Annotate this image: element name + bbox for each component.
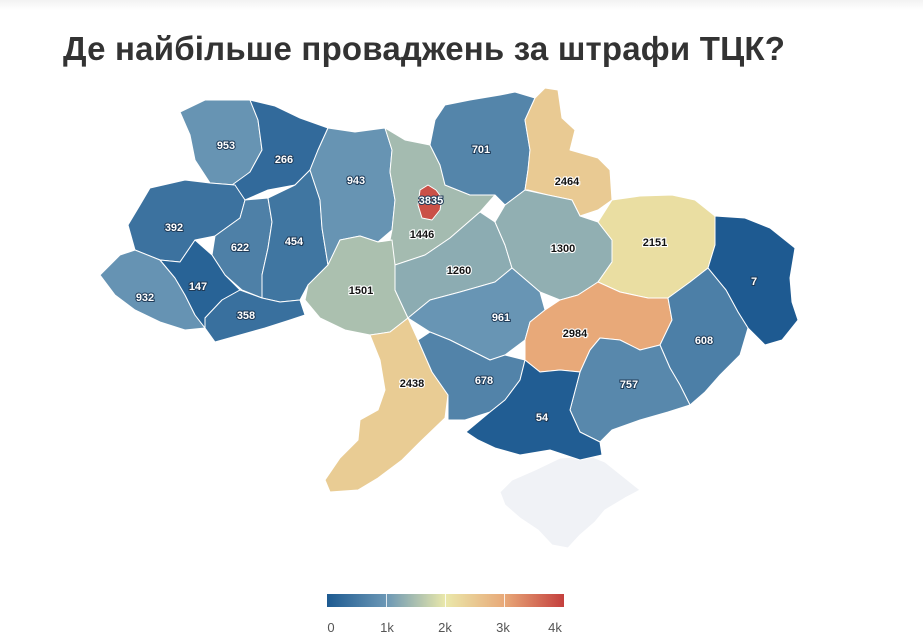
label-kyiv-city: 3835 [419, 195, 443, 207]
label-kirovohradska: 961 [492, 312, 510, 324]
region-rivnenska[interactable] [231, 99, 329, 201]
legend-label-1k: 1k [380, 620, 394, 635]
label-ivano-frankivska: 147 [189, 281, 207, 293]
label-chernivetska: 358 [237, 310, 255, 322]
label-donetska: 608 [695, 335, 713, 347]
color-legend [327, 594, 564, 607]
label-kharkivska: 2151 [643, 237, 667, 249]
label-luhanska: 7 [751, 276, 757, 288]
label-cherkaska: 1260 [447, 265, 471, 277]
label-khersonska: 54 [536, 412, 549, 424]
legend-tick [445, 594, 446, 607]
region-sumska[interactable] [524, 87, 613, 217]
label-sumska: 2464 [555, 176, 580, 188]
label-lvivska: 392 [165, 222, 183, 234]
label-ternopilska: 622 [231, 242, 249, 254]
label-kyivska: 1446 [410, 229, 434, 241]
legend-label-2k: 2k [438, 620, 452, 635]
legend-tick [504, 594, 505, 607]
label-mykolaivska: 678 [475, 375, 493, 387]
region-lvivska[interactable] [127, 179, 246, 263]
label-dnipropetrovska: 2984 [563, 328, 588, 340]
region-crimea[interactable] [499, 455, 641, 549]
label-odeska: 2438 [400, 378, 424, 390]
legend-label-3k: 3k [496, 620, 510, 635]
label-rivnenska: 266 [275, 154, 293, 166]
label-chernihivska: 701 [472, 144, 490, 156]
top-shadow [0, 0, 923, 10]
label-vinnytska: 1501 [349, 285, 373, 297]
region-chernivetska[interactable] [204, 289, 306, 343]
region-khersonska[interactable] [465, 359, 603, 461]
legend-label-4k: 4k [548, 620, 562, 635]
region-kyiv-city[interactable] [417, 184, 443, 221]
label-poltavska: 1300 [551, 243, 575, 255]
label-volynska: 953 [217, 140, 235, 152]
label-zaporizka: 757 [620, 379, 638, 391]
label-khmelnytska: 454 [285, 236, 304, 248]
legend-label-0: 0 [327, 620, 335, 635]
label-zhytomyrska: 943 [347, 175, 365, 187]
page-title: Де найбільше проваджень за штрафи ТЦК? [63, 30, 786, 67]
legend-tick [386, 594, 387, 607]
label-zakarpatska: 932 [136, 292, 154, 304]
